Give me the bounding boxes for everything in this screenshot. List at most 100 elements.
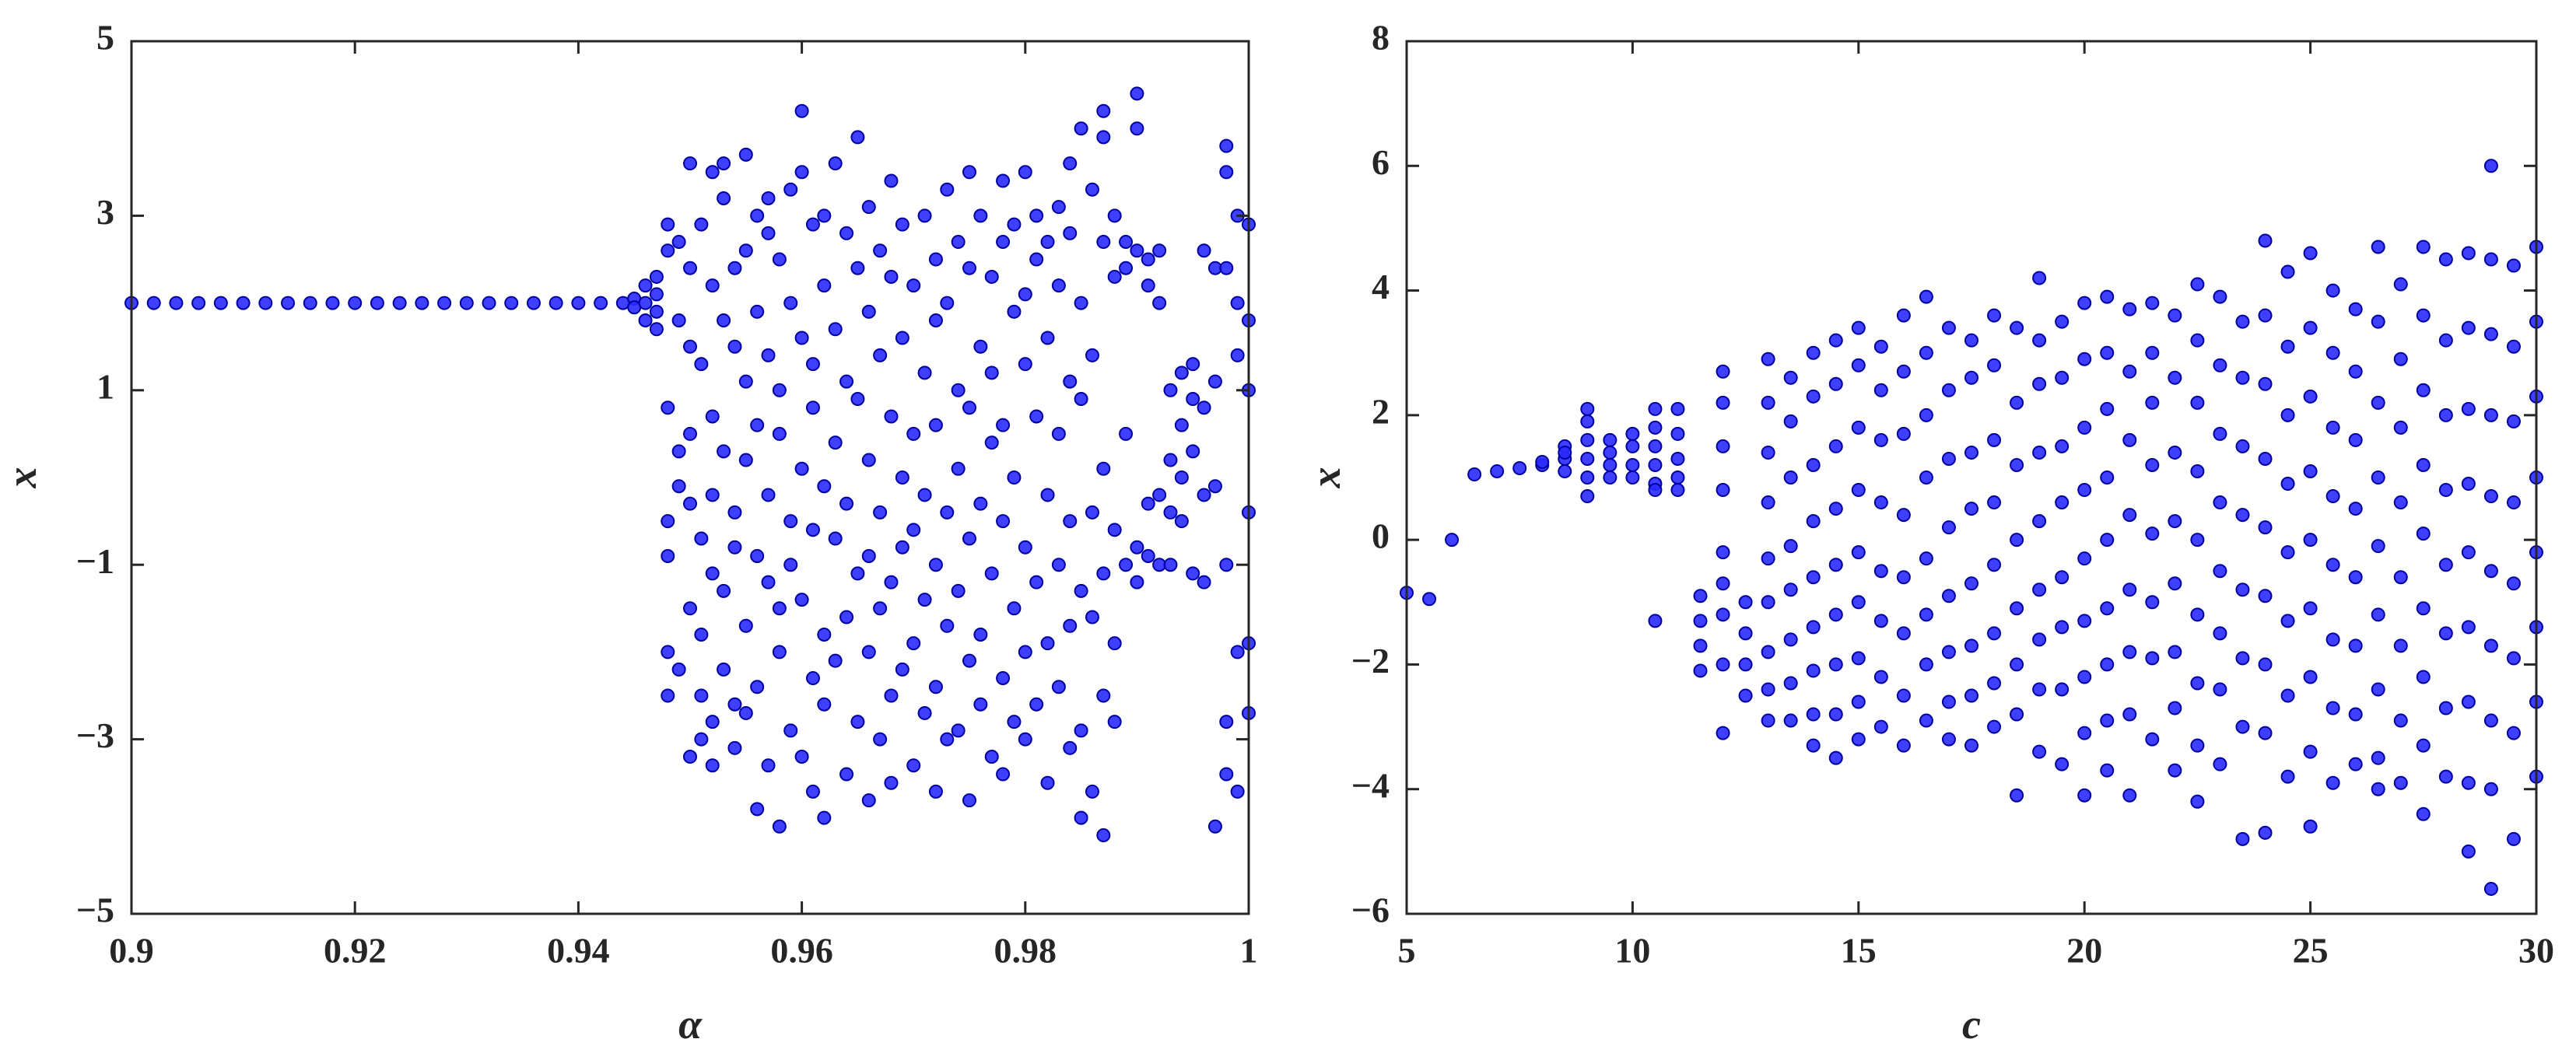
scatter-point (895, 540, 909, 554)
scatter-point (1806, 457, 1821, 472)
scatter-point (2032, 582, 2047, 597)
scatter-point (2032, 744, 2047, 759)
scatter-point (325, 296, 340, 310)
scatter-point (750, 802, 765, 817)
scatter-point (1174, 366, 1189, 380)
scatter-point (1085, 505, 1099, 520)
scatter-point (169, 296, 184, 310)
scatter-point (1648, 483, 1663, 498)
scatter-point (783, 296, 798, 310)
scatter-point (1051, 426, 1066, 441)
scatter-point (1670, 471, 1685, 485)
scatter-point (984, 269, 999, 284)
scatter-point (348, 296, 363, 310)
scatter-point (2371, 395, 2385, 410)
scatter-point (2145, 345, 2160, 360)
scatter-point (1716, 483, 1730, 498)
scatter-point (236, 296, 251, 310)
scatter-point (1828, 607, 1843, 622)
scatter-point (962, 165, 976, 180)
scatter-point (671, 313, 686, 328)
scatter-point (2461, 477, 2476, 492)
scatter-point (2483, 252, 2498, 267)
scatter-point (772, 601, 787, 616)
scatter-point (1873, 614, 1888, 628)
scatter-point (783, 514, 798, 529)
scatter-point (805, 357, 820, 372)
scatter-point (2506, 576, 2521, 591)
scatter-point (1783, 471, 1798, 485)
scatter-point (694, 627, 709, 642)
scatter-point (2190, 533, 2205, 547)
scatter-point (2235, 651, 2250, 666)
scatter-point (1163, 505, 1178, 520)
scatter-point (705, 165, 720, 180)
scatter-point (850, 261, 865, 275)
scatter-point (884, 409, 899, 424)
scatter-point (1783, 632, 1798, 647)
scatter-point (1040, 488, 1055, 502)
scatter-point (984, 750, 999, 764)
scatter-point (1716, 607, 1730, 622)
scatter-point (2055, 620, 2070, 635)
scatter-point (2168, 576, 2182, 591)
scatter-point (1029, 697, 1044, 712)
scatter-point (2190, 607, 2205, 622)
scatter-point (1051, 680, 1066, 694)
scatter-point (2461, 246, 2476, 261)
scatter-point (783, 558, 798, 572)
scatter-point (794, 750, 809, 764)
scatter-point (2393, 420, 2408, 435)
scatter-point (850, 130, 865, 145)
scatter-point (1896, 688, 1911, 703)
scatter-point (884, 775, 899, 790)
scatter-point (649, 269, 664, 284)
scatter-point (817, 810, 832, 825)
scatter-point (1625, 471, 1640, 485)
scatter-point (761, 226, 776, 240)
scatter-point (2077, 296, 2092, 310)
scatter-point (2483, 408, 2498, 422)
scatter-point (1051, 558, 1066, 572)
scatter-point (2506, 726, 2521, 740)
scatter-point (2077, 551, 2092, 566)
scatter-point (1074, 583, 1088, 598)
scatter-point (884, 575, 899, 589)
scatter-point (761, 191, 776, 205)
scatter-point (1040, 636, 1055, 651)
y-tick-label: −4 (1351, 765, 1390, 805)
scatter-point (1693, 663, 1708, 678)
scatter-point (683, 339, 697, 354)
scatter-point (1230, 784, 1245, 799)
scatter-point (2145, 395, 2160, 410)
scatter-point (2348, 638, 2363, 653)
scatter-point (2483, 564, 2498, 579)
scatter-point (861, 548, 876, 563)
scatter-point (1716, 726, 1730, 740)
scatter-point (1828, 707, 1843, 722)
scatter-point (828, 156, 843, 171)
scatter-point (661, 688, 675, 703)
scatter-point (1163, 383, 1178, 397)
scatter-point (1558, 445, 1572, 460)
scatter-point (2506, 414, 2521, 429)
scatter-point (761, 348, 776, 362)
y-tick-label: −3 (76, 715, 114, 755)
scatter-point (1851, 651, 1866, 666)
scatter-point (2032, 445, 2047, 460)
scatter-point (1806, 570, 1821, 585)
scatter-point (2100, 401, 2115, 416)
scatter-point (2506, 651, 2521, 666)
scatter-point (928, 784, 943, 799)
scatter-point (2461, 320, 2476, 335)
scatter-point (1018, 165, 1032, 180)
scatter-point (1761, 352, 1775, 366)
scatter-point (1107, 269, 1122, 284)
scatter-point (1163, 453, 1178, 467)
scatter-point (940, 296, 955, 310)
scatter-point (1987, 626, 2002, 641)
scatter-point (2371, 240, 2385, 254)
scatter-point (772, 383, 787, 397)
scatter-point (2122, 645, 2137, 659)
scatter-point (2168, 370, 2182, 385)
